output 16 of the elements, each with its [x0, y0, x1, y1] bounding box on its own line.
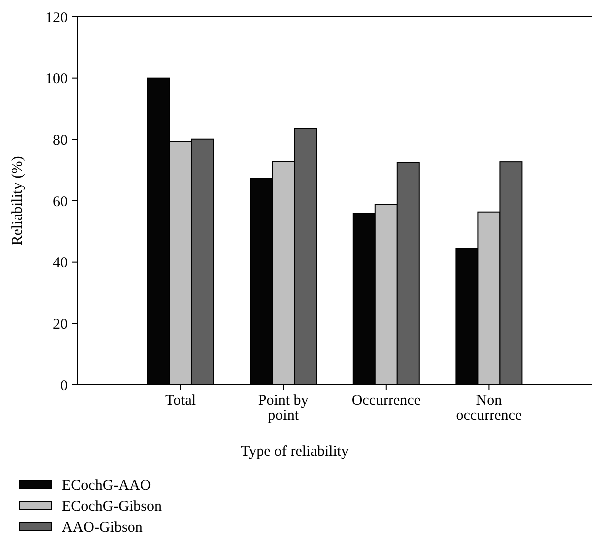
x-tick-label: Non occurrence [456, 393, 522, 424]
x-axis-title: Type of reliability [240, 444, 350, 460]
y-tick-label: 0 [60, 378, 68, 394]
y-axis-title: Reliability (%) [10, 156, 26, 246]
y-tick-label: 80 [53, 132, 68, 149]
legend-label: AAO-Gibson [62, 520, 144, 536]
x-tick-label: Total [165, 393, 196, 409]
y-tick-label: 40 [53, 256, 68, 272]
legend-label: ECochG-Gibson [62, 499, 162, 515]
y-tick-label: 20 [53, 316, 68, 333]
y-tick-label: 100 [46, 72, 68, 88]
x-tick-label: Point by point [258, 393, 310, 424]
y-tick-label: 60 [53, 194, 68, 210]
legend-label: ECochG-AAO [62, 478, 152, 494]
x-tick-label: Occurrence [352, 393, 422, 409]
y-tick-label: 120 [46, 10, 68, 26]
